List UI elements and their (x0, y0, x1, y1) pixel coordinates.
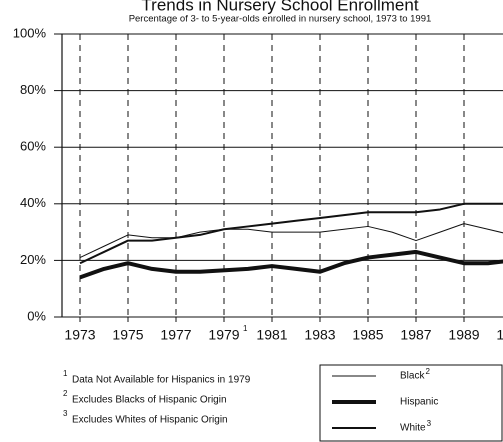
x-tick-label: 1985 (352, 327, 383, 343)
y-tick-label: 60% (20, 139, 46, 154)
footnote-mark: 1 (63, 369, 68, 378)
legend-box (319, 364, 503, 442)
x-tick-label: 1973 (64, 327, 95, 343)
y-tick-label: 40% (20, 195, 46, 210)
x-tick-label: 1977 (160, 327, 191, 343)
footnote-mark: 2 (63, 389, 68, 398)
x-tick-footnote: 1 (243, 324, 248, 333)
x-tick-label: 1979 (208, 327, 239, 343)
footnote-text: Excludes Whites of Hispanic Origin (72, 415, 228, 426)
legend-footnote: 2 (425, 367, 430, 376)
y-tick-label: 0% (27, 308, 46, 323)
x-tick-label: 1983 (304, 327, 335, 343)
legend-label: Black (400, 371, 425, 382)
legend-label: White (400, 423, 426, 434)
x-tick-label: 1987 (400, 327, 431, 343)
data-line (79, 223, 503, 259)
chart-title: Trends in Nursery School Enrollment (141, 0, 418, 14)
y-tick-label: 100% (13, 25, 47, 40)
footnote-mark: 3 (63, 409, 68, 418)
footnote-text: Data Not Available for Hispanics in 1979 (72, 375, 251, 386)
chart-subtitle: Percentage of 3- to 5-year-olds enrolled… (129, 14, 432, 25)
legend-footnote: 3 (427, 419, 432, 428)
legend-label: Hispanic (400, 397, 438, 408)
x-tick-label: 1975 (112, 327, 143, 343)
x-tick-label: 1991 (496, 327, 503, 343)
y-tick-label: 80% (20, 82, 46, 97)
data-line (79, 202, 503, 265)
x-tick-label: 1989 (448, 327, 479, 343)
x-tick-label: 1981 (256, 327, 287, 343)
data-line (79, 249, 503, 280)
y-tick-label: 20% (20, 252, 46, 267)
footnote-text: Excludes Blacks of Hispanic Origin (72, 395, 227, 406)
